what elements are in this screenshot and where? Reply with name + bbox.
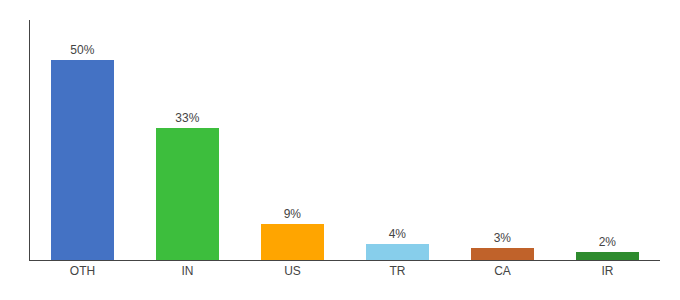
svg-text:IN: IN xyxy=(182,264,194,278)
svg-text:OTH: OTH xyxy=(70,264,95,278)
svg-text:33%: 33% xyxy=(175,111,199,125)
svg-text:IR: IR xyxy=(602,264,614,278)
svg-text:TR: TR xyxy=(390,264,406,278)
svg-text:US: US xyxy=(284,264,301,278)
svg-text:50%: 50% xyxy=(70,43,94,57)
svg-text:2%: 2% xyxy=(599,235,617,249)
svg-text:9%: 9% xyxy=(284,207,302,221)
svg-text:4%: 4% xyxy=(389,227,407,241)
svg-text:CA: CA xyxy=(494,264,511,278)
svg-text:3%: 3% xyxy=(494,231,512,245)
